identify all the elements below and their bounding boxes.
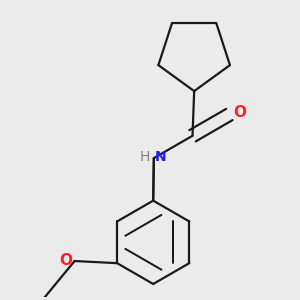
Text: O: O (59, 253, 72, 268)
Text: N: N (155, 150, 167, 164)
Text: H: H (139, 150, 150, 164)
Text: O: O (233, 105, 246, 120)
